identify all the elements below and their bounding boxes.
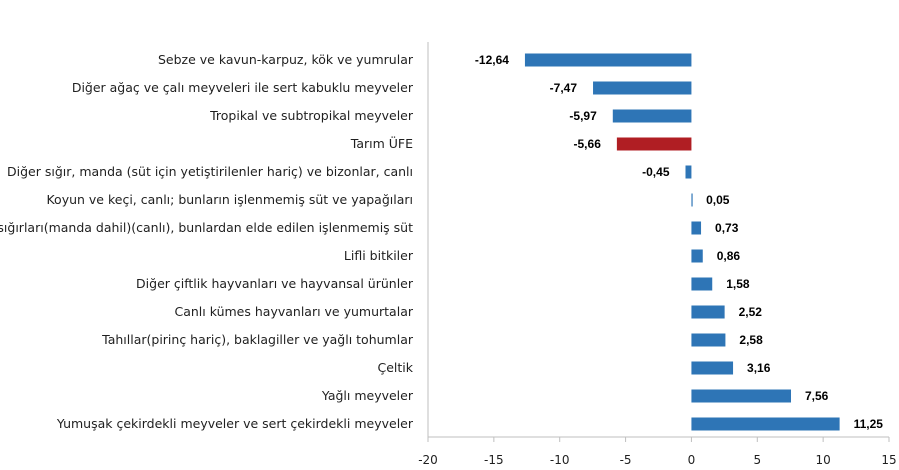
x-tick-label: 0 [688,453,696,467]
value-label: 2,58 [739,333,763,347]
bar [691,193,693,207]
bar [691,333,726,347]
bars-group [524,53,840,431]
x-tick-label: -10 [550,453,570,467]
category-label: Süt sığırları(manda dahil)(canlı), bunla… [0,220,413,235]
value-label: 3,16 [747,361,771,375]
value-label: 0,73 [715,221,739,235]
x-tick-label: -5 [620,453,632,467]
value-label: -7,47 [550,81,578,95]
x-tick-label: -15 [484,453,504,467]
category-label: Yumuşak çekirdekli meyveler ve sert çeki… [56,416,414,431]
value-labels-group: -12,64 -7,47 -5,97 -5,66 -0,45 0,05 0,73 0,86 1,… [475,53,883,431]
category-label: Lifli bitkiler [344,248,414,263]
category-label: Yağlı meyveler [321,388,414,403]
bar [691,361,734,375]
category-labels-group: Sebze ve kavun-karpuz, kök ve yumrular Di… [0,52,414,431]
value-label: 7,56 [805,389,829,403]
x-tick-label: 5 [753,453,761,467]
bar [612,109,692,123]
category-label: Tarım ÜFE [350,135,413,151]
category-label: Diğer ağaç ve çalı meyveleri ile sert ka… [72,80,414,95]
bar [691,249,703,263]
value-label: -5,66 [574,137,602,151]
bar [616,137,692,151]
value-label: 0,86 [717,249,741,263]
value-label: 2,52 [739,305,763,319]
x-tick-label: -20 [418,453,438,467]
category-label: Canlı kümes hayvanları ve yumurtalar [175,304,414,319]
value-label: 1,58 [726,277,750,291]
category-label: Tropikal ve subtropikal meyveler [209,108,414,123]
x-tick-label: 10 [816,453,831,467]
category-label: Diğer sığır, manda (süt için yetiştirile… [7,164,413,179]
value-label: -12,64 [475,53,509,67]
value-label: -5,97 [569,109,597,123]
x-axis: -20 -15 -10 -5 0 5 10 15 [418,42,897,467]
bar [691,305,725,319]
category-label: Tahıllar(pirinç hariç), baklagiller ve y… [101,332,414,347]
value-label: 11,25 [854,417,884,431]
x-tick-label: 15 [881,453,896,467]
bar [691,277,713,291]
value-label: 0,05 [706,193,730,207]
value-label: -0,45 [642,165,670,179]
bar [691,417,840,431]
bar [685,165,692,179]
bar [593,81,692,95]
bar [524,53,692,67]
bar [691,389,792,403]
category-label: Koyun ve keçi, canlı; bunların işlenmemi… [46,192,413,207]
category-label: Sebze ve kavun-karpuz, kök ve yumrular [158,52,414,67]
bar [691,221,702,235]
category-label: Çeltik [377,360,413,375]
category-label: Diğer çiftlik hayvanları ve hayvansal ür… [136,276,414,291]
